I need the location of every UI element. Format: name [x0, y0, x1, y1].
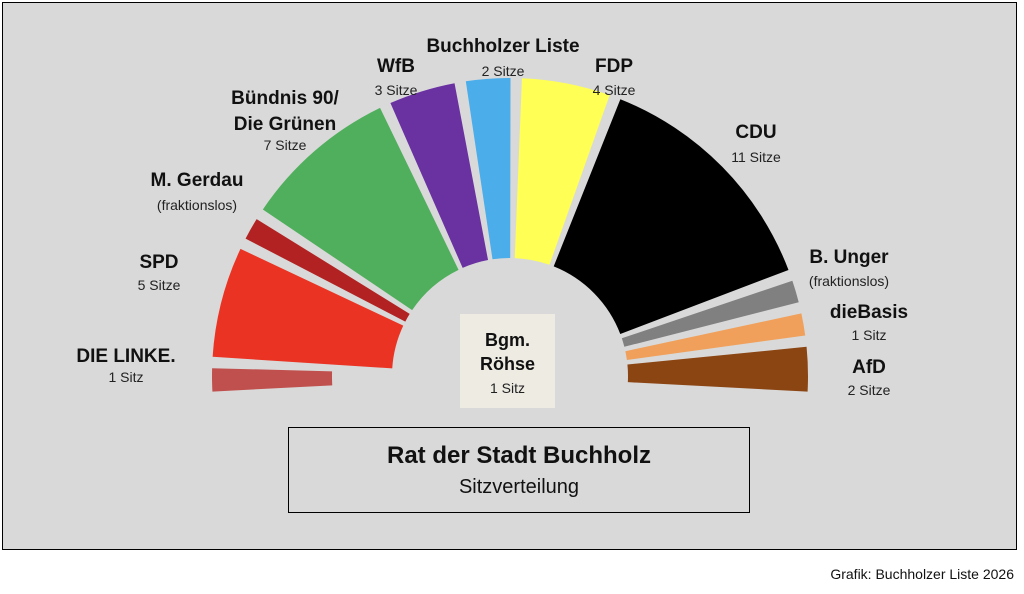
seat-segment-cdu	[553, 99, 789, 335]
chart-subtitle: Sitzverteilung	[458, 476, 580, 498]
party-seats-buchholzer-liste: 2 Sitze	[482, 63, 525, 79]
seat-segment-bündnis-90-die-grünen	[262, 107, 459, 311]
mayor-name: Röhse	[479, 354, 535, 374]
party-seats-afd: 2 Sitze	[848, 382, 891, 398]
seat-segment-b-unger	[621, 280, 799, 347]
credit-line: Grafik: Buchholzer Liste 2026	[830, 566, 1014, 582]
seat-segment-fdp	[514, 78, 610, 265]
party-seats-diebasis: 1 Sitz	[851, 327, 886, 343]
party-seats-wfb: 3 Sitze	[375, 82, 418, 98]
party-name-fdp: FDP	[595, 56, 633, 77]
party-name-bündnis-90-die-grünen: Bündnis 90/Die Grünen	[231, 88, 339, 135]
party-name-b-unger: B. Unger	[809, 247, 889, 268]
seat-segment-afd	[627, 346, 808, 392]
title-box: Rat der Stadt Buchholz Sitzverteilung	[288, 427, 750, 513]
mayor-box: Bgm. Röhse 1 Sitz	[460, 314, 555, 408]
mayor-seats: 1 Sitz	[489, 380, 525, 396]
party-seats-cdu: 11 Sitze	[731, 149, 781, 165]
party-seats-b-unger: (fraktionslos)	[809, 273, 889, 289]
seat-segment-spd	[212, 248, 404, 369]
party-seats-fdp: 4 Sitze	[593, 82, 636, 98]
party-name-wfb: WfB	[377, 56, 415, 77]
seat-segment-wfb	[390, 83, 489, 268]
seat-segment-diebasis	[625, 313, 806, 360]
party-name-buchholzer-liste: Buchholzer Liste	[426, 36, 579, 57]
party-name-afd: AfD	[852, 357, 886, 378]
seat-segment-buchholzer-liste	[465, 78, 511, 260]
seat-segment-die-linke	[212, 368, 333, 392]
party-name-m-gerdau: M. Gerdau	[151, 170, 244, 191]
party-seats-bündnis-90-die-grünen: 7 Sitze	[264, 137, 307, 153]
party-name-diebasis: dieBasis	[830, 302, 908, 323]
party-seats-m-gerdau: (fraktionslos)	[157, 197, 237, 213]
party-name-cdu: CDU	[735, 122, 776, 143]
mayor-title: Bgm.	[485, 330, 530, 350]
party-name-spd: SPD	[139, 252, 178, 273]
chart-title: Rat der Stadt Buchholz	[386, 442, 651, 469]
seat-segment-m-gerdau	[245, 219, 410, 322]
party-seats-spd: 5 Sitze	[138, 277, 181, 293]
party-name-die-linke: DIE LINKE.	[76, 346, 175, 367]
party-seats-die-linke: 1 Sitz	[108, 369, 143, 385]
